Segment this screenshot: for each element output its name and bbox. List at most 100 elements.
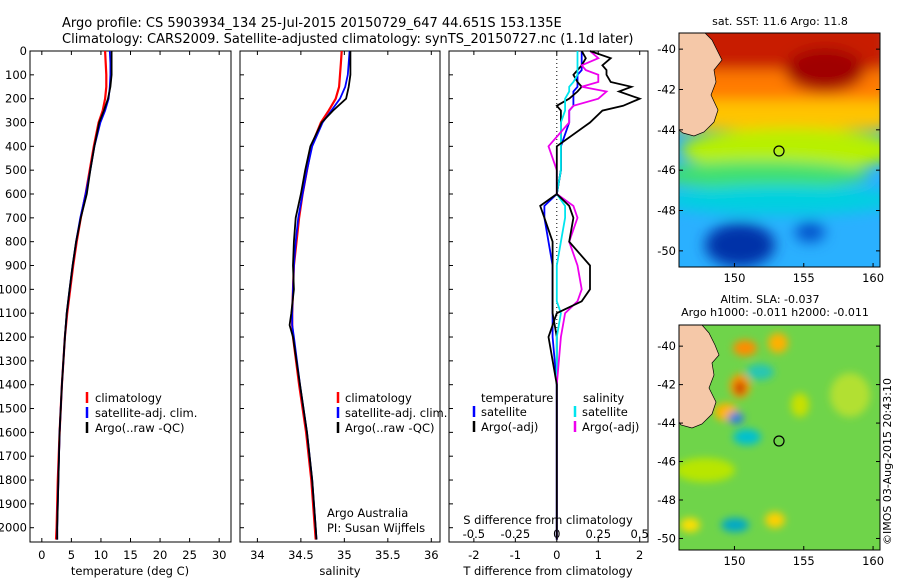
legend-temp-satellite: satellite: [481, 405, 527, 419]
x-tick-label: 34: [250, 548, 265, 562]
temperature-axes: [29, 50, 232, 543]
x-tick-label: 35: [337, 548, 352, 562]
x-tick-label: 36: [424, 548, 439, 562]
tasmania-land: [679, 33, 723, 137]
top-tick-label: 0.5: [631, 527, 649, 541]
y-tick-label: 400: [5, 139, 27, 153]
difference-top-label: S difference from climatology: [463, 513, 633, 527]
y-tick-label: 1700: [0, 449, 27, 463]
x-tick-label: -2: [468, 548, 479, 562]
sla-map-axes: [678, 324, 881, 551]
legend-temp-argo: Argo(-adj): [481, 420, 538, 434]
temperature-lines: [54, 50, 113, 540]
y-tick-label: 200: [5, 92, 27, 106]
y-tick-label: 1600: [0, 425, 27, 439]
x-tick-label: 0: [553, 548, 560, 562]
legend-sal-argo: Argo(-adj): [582, 420, 639, 434]
y-tick-label: 1300: [0, 354, 27, 368]
top-tick-label: 0.25: [585, 527, 611, 541]
watermark: ©IMOS 03-Aug-2015 20:43:10: [881, 378, 894, 545]
legend-satellite: satellite-adj. clim.: [95, 406, 197, 420]
x-tick-label: 2: [636, 548, 643, 562]
temperature-panel: 0100200300400500600700800900100011001200…: [0, 44, 232, 578]
y-tick-label: 700: [5, 211, 27, 225]
salinity-legend: climatology satellite-adj. clim. Argo(..…: [336, 391, 447, 435]
y-tick-label: 100: [5, 68, 27, 82]
argo-location-marker: [773, 145, 785, 157]
sst-map-yticks: -40 -42 -44 -46 -48 -50: [657, 42, 880, 258]
series-line-argo-raw-qc-: [288, 51, 352, 540]
x-tick-label: 5: [68, 548, 75, 562]
x-tick-label: 160: [862, 271, 884, 285]
y-tick-label: 600: [5, 187, 27, 201]
y-tick-label: -50: [657, 531, 676, 545]
sla-map-title: Altim. SLA: -0.037: [720, 293, 819, 306]
difference-legend-temperature: temperature satellite Argo(-adj): [472, 391, 553, 434]
sla-heatmap: [679, 325, 880, 550]
x-tick-label: 15: [123, 548, 138, 562]
y-tick-label: -44: [657, 123, 676, 137]
difference-panel: -2 -1 0 1 2 -0.5 -0.25 0 0.25 0.5 temperature sa…: [448, 50, 649, 578]
figure-title-line2: Climatology: CARS2009. Satellite-adjuste…: [62, 32, 634, 47]
series-line-argo-raw-qc-: [56, 51, 113, 540]
top-tick-label: -0.5: [463, 527, 485, 541]
sst-map-xticks: 150 155 160: [723, 263, 884, 285]
y-tick-label: 800: [5, 235, 27, 249]
y-tick-label: -46: [657, 455, 676, 469]
y-tick-label: 1400: [0, 378, 27, 392]
annotation-pi: PI: Susan Wijffels: [327, 521, 425, 535]
y-tick-label: 0: [20, 44, 27, 58]
x-tick-label: 155: [793, 271, 815, 285]
y-tick-label: 1000: [0, 282, 27, 296]
y-tick-label: 1200: [0, 330, 27, 344]
annotation-argo-australia: Argo Australia: [327, 506, 408, 520]
temperature-xlabel: temperature (deg C): [71, 564, 189, 578]
sst-map-title: sat. SST: 11.6 Argo: 11.8: [712, 15, 848, 28]
y-tick-label: -44: [657, 416, 676, 430]
x-tick-label: 30: [212, 548, 227, 562]
x-tick-label: 150: [723, 554, 745, 568]
sst-map-axes: [678, 32, 881, 268]
x-tick-label: 25: [182, 548, 197, 562]
y-tick-label: 1900: [0, 497, 27, 511]
x-tick-label: 10: [94, 548, 109, 562]
sla-map-subtitle: Argo h1000: -0.011 h2000: -0.011: [681, 306, 869, 319]
x-tick-label: 20: [153, 548, 168, 562]
y-tick-label: -42: [657, 378, 676, 392]
y-tick-label: -40: [657, 339, 676, 353]
sst-map-panel: sat. SST: 11.6 Argo: 11.8: [657, 15, 884, 285]
sla-map-panel: Altim. SLA: -0.037 Argo h1000: -0.011 h2…: [657, 293, 884, 568]
difference-axes: [448, 50, 649, 543]
salinity-axes: [239, 50, 441, 543]
sla-map-yticks: -40 -42 -44 -46 -48 -50: [657, 339, 880, 545]
y-tick-label: -46: [657, 163, 676, 177]
legend-title-salinity: salinity: [583, 391, 624, 405]
legend-argo: Argo(..raw -QC): [345, 421, 435, 435]
difference-xlabel: T difference from climatology: [462, 564, 633, 578]
temperature-xticks: 0 5 10 15 20 25 30: [38, 51, 226, 562]
salinity-xlabel: salinity: [319, 564, 360, 578]
series-line-s-argo-adj-black: [547, 50, 643, 540]
y-tick-label: 1500: [0, 402, 27, 416]
legend-climatology: climatology: [95, 391, 162, 405]
x-tick-label: 155: [793, 554, 815, 568]
salinity-xticks: 34 34.5 35 35.5 36: [240, 50, 439, 562]
y-tick-label: 2000: [0, 521, 27, 535]
figure-title-line1: Argo profile: CS 5903934_134 25-Jul-2015…: [62, 16, 562, 31]
sst-heatmap: [679, 33, 880, 267]
difference-top-ticks: -0.5 -0.25 0 0.25 0.5: [463, 527, 649, 541]
x-tick-label: 1: [595, 548, 602, 562]
x-tick-label: 34.5: [288, 548, 314, 562]
y-tick-label: 500: [5, 163, 27, 177]
difference-xticks: -2 -1 0 1 2: [449, 50, 643, 562]
y-tick-label: -48: [657, 493, 676, 507]
series-line-salinity-satellite: [555, 51, 579, 540]
tasmania-land: [679, 325, 720, 429]
legend-climatology: climatology: [345, 391, 412, 405]
argo-location-marker: [773, 435, 785, 447]
legend-sal-satellite: satellite: [582, 405, 628, 419]
y-tick-label: -40: [657, 42, 676, 56]
salinity-panel: 34 34.5 35 35.5 36 climatology satellite-adj…: [239, 50, 447, 578]
x-tick-label: 150: [723, 271, 745, 285]
legend-title-temperature: temperature: [481, 391, 553, 405]
